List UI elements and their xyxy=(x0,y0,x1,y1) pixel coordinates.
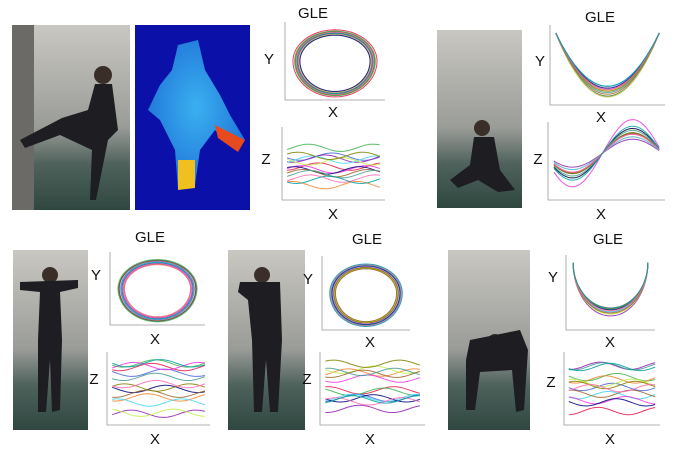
trajectory xyxy=(300,35,370,91)
trajectory xyxy=(325,387,420,394)
panel-title: GLE xyxy=(135,229,165,246)
trajectory xyxy=(325,405,420,412)
trajectory xyxy=(573,263,648,309)
trajectory-plot xyxy=(285,22,385,100)
x-axis-label: X xyxy=(150,331,160,348)
trajectory xyxy=(569,407,655,414)
figure: GLE Y X Z X GLE Y X Z X GLE Y X Z X GLE … xyxy=(0,0,681,455)
plot-axis xyxy=(282,127,385,200)
photo xyxy=(437,30,522,208)
y-axis-label: Z xyxy=(261,151,270,168)
trajectory xyxy=(287,167,380,174)
trajectory-plot xyxy=(110,252,205,325)
trajectory xyxy=(573,263,648,310)
trajectory xyxy=(569,397,655,404)
x-axis-label: X xyxy=(596,109,606,126)
trajectory xyxy=(573,263,648,312)
trajectory xyxy=(573,263,648,312)
trajectory xyxy=(556,33,660,86)
trajectory-plot xyxy=(564,352,660,425)
trajectory-plot xyxy=(550,25,665,105)
y-axis-label: Z xyxy=(533,151,542,168)
trajectory xyxy=(573,263,648,314)
trajectory-plot xyxy=(322,256,410,330)
trajectory xyxy=(112,399,205,406)
x-axis-label: X xyxy=(605,334,615,351)
y-axis-label: Y xyxy=(91,267,101,284)
panel-title: GLE xyxy=(585,9,615,26)
x-axis-label: X xyxy=(150,431,160,448)
x-axis-label: X xyxy=(328,206,338,223)
panel-title: GLE xyxy=(593,231,623,248)
panel-title: GLE xyxy=(352,231,382,248)
trajectory xyxy=(325,360,420,367)
trajectory xyxy=(112,373,205,380)
trajectory-plot xyxy=(566,255,655,330)
trajectory xyxy=(573,263,648,310)
trajectory xyxy=(569,374,655,381)
trajectory xyxy=(573,263,648,311)
trajectory xyxy=(573,263,648,315)
y-axis-label: Z xyxy=(546,374,555,391)
trajectory xyxy=(336,269,397,322)
y-axis-label: Z xyxy=(302,371,311,388)
trajectory xyxy=(554,120,659,187)
x-axis-label: X xyxy=(328,104,338,121)
trajectory-plot xyxy=(282,127,385,200)
y-axis-label: Z xyxy=(89,371,98,388)
page: GLE Y X Z X GLE Y X Z X GLE Y X Z X GLE … xyxy=(0,0,681,455)
trajectory-plot xyxy=(107,352,210,425)
trajectory xyxy=(554,139,659,167)
depth-map xyxy=(135,25,250,210)
trajectory-plot xyxy=(548,120,665,200)
trajectory xyxy=(573,263,648,313)
photo xyxy=(12,25,130,210)
x-axis-label: X xyxy=(365,431,375,448)
trajectory xyxy=(573,263,648,311)
photo xyxy=(448,250,530,430)
trajectory xyxy=(569,390,655,397)
y-axis-label: Y xyxy=(548,269,558,286)
y-axis-label: Y xyxy=(535,53,545,70)
y-axis-label: Y xyxy=(303,271,313,288)
trajectory xyxy=(124,265,190,317)
x-axis-label: X xyxy=(365,334,375,351)
panel-title: GLE xyxy=(298,5,328,22)
x-axis-label: X xyxy=(596,206,606,223)
trajectory xyxy=(112,362,205,369)
trajectory xyxy=(573,263,648,309)
photo xyxy=(13,250,88,430)
x-axis-label: X xyxy=(605,431,615,448)
trajectory xyxy=(556,33,660,89)
photo xyxy=(228,250,305,430)
trajectory-plot xyxy=(320,352,425,425)
y-axis-label: Y xyxy=(264,51,274,68)
plot-axis xyxy=(320,352,425,425)
trajectory xyxy=(287,144,380,151)
